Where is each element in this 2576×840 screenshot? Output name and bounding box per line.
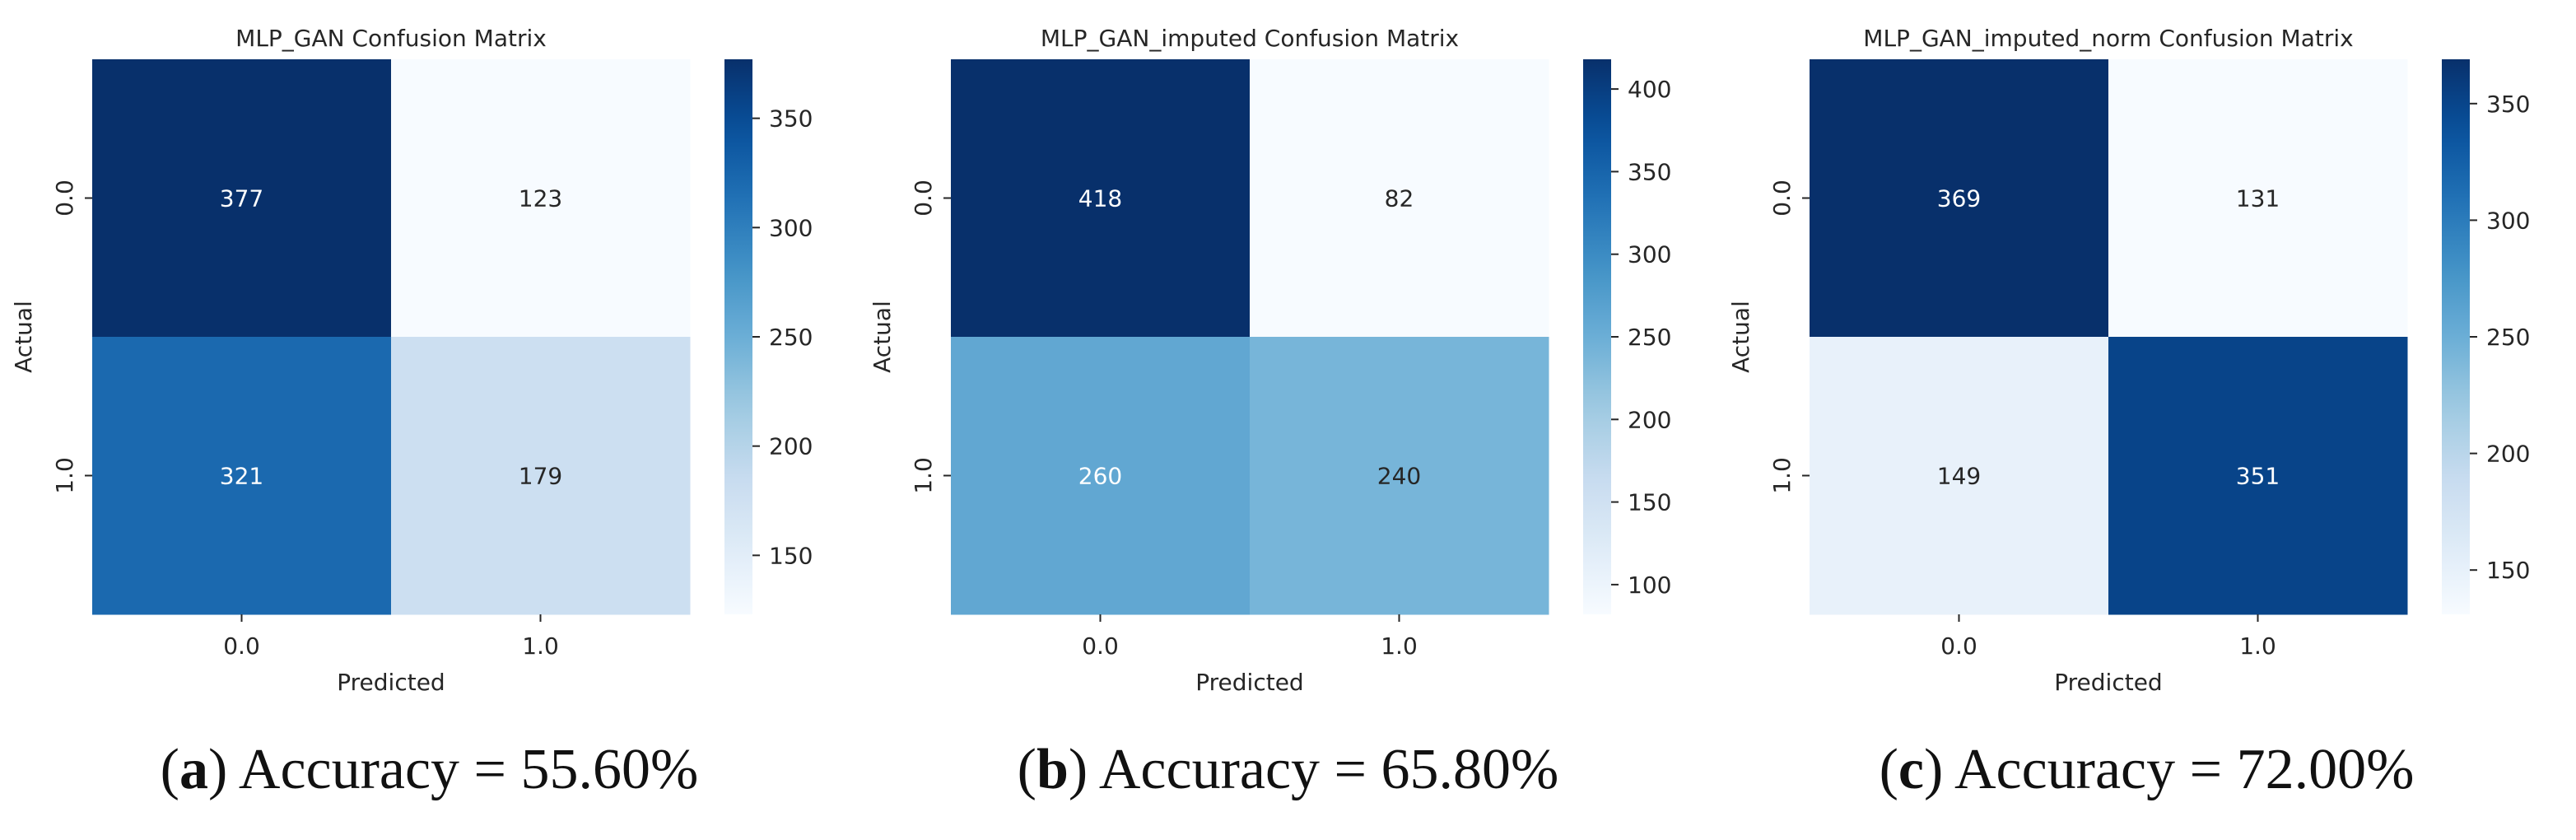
heatmap-cell-a-r1c1 bbox=[391, 337, 691, 615]
colorbar-tick-label-b-0: 100 bbox=[1628, 572, 1671, 599]
x-tick-label-c-0: 0.0 bbox=[1940, 632, 1977, 660]
cell-value-label-b-r1c1: 240 bbox=[1377, 463, 1421, 490]
chart-title-b: MLP_GAN_imputed Confusion Matrix bbox=[1041, 25, 1459, 52]
x-tick-label-a-1: 1.0 bbox=[522, 632, 559, 660]
y-tick-label-b-1: 1.0 bbox=[910, 457, 937, 494]
y-axis-label-b: Actual bbox=[869, 301, 896, 373]
cell-value-label-c-r1c0: 149 bbox=[1937, 463, 1981, 490]
colorbar-tick-label-b-1: 150 bbox=[1628, 489, 1671, 516]
heatmap-chart-b: MLP_GAN_imputed Confusion Matrix 418 82 260… bbox=[869, 25, 1671, 696]
confusion-matrix-panel-a: MLP_GAN Confusion Matrix 377 123 321 179 0.0 1… bbox=[0, 0, 859, 840]
colorbar-tick-label-c-1: 200 bbox=[2486, 441, 2530, 468]
cell-value-label-b-r0c1: 82 bbox=[1385, 185, 1414, 212]
y-axis-label-a: Actual bbox=[10, 301, 37, 373]
y-axis-label-c: Actual bbox=[1727, 301, 1754, 373]
caption-letter-c: c bbox=[1898, 738, 1924, 801]
colorbar-tick-label-b-2: 200 bbox=[1628, 406, 1671, 433]
x-axis-label-b: Predicted bbox=[1195, 669, 1303, 696]
caption-a: (a) Accuracy = 55.60% bbox=[160, 738, 699, 801]
caption-letter-b: b bbox=[1036, 738, 1069, 801]
heatmap-chart-c: MLP_GAN_imputed_norm Confusion Matrix 369… bbox=[1727, 25, 2530, 696]
cell-value-label-c-r0c1: 131 bbox=[2236, 185, 2280, 212]
colorbar-tick-label-a-0: 150 bbox=[769, 542, 813, 569]
colorbar-tick-label-a-3: 300 bbox=[769, 214, 813, 241]
colorbar-tick-label-b-4: 300 bbox=[1628, 241, 1671, 268]
heatmap-cell-a-r1c0 bbox=[92, 337, 392, 615]
cell-value-label-a-r0c1: 123 bbox=[519, 185, 562, 212]
caption-text-c: Accuracy = 72.00% bbox=[1954, 738, 2415, 801]
y-tick-label-b-0: 0.0 bbox=[910, 180, 937, 217]
heatmap-cell-c-r1c0 bbox=[1810, 337, 2109, 615]
cell-value-label-b-r0c0: 418 bbox=[1078, 185, 1122, 212]
caption-text-b: Accuracy = 65.80% bbox=[1098, 738, 1559, 801]
heatmap-cell-b-r0c0 bbox=[951, 59, 1251, 338]
cell-value-label-a-r1c1: 179 bbox=[519, 463, 562, 490]
heatmap-cell-b-r0c1 bbox=[1250, 59, 1549, 338]
x-axis-label-a: Predicted bbox=[337, 669, 445, 696]
heatmap-cell-c-r1c1 bbox=[2108, 337, 2408, 615]
caption-c: (c) Accuracy = 72.00% bbox=[1879, 738, 2415, 801]
colorbar-a bbox=[724, 59, 752, 614]
colorbar-c bbox=[2442, 59, 2470, 614]
caption-b: (b) Accuracy = 65.80% bbox=[1017, 738, 1559, 801]
y-tick-label-c-0: 0.0 bbox=[1768, 180, 1796, 217]
colorbar-tick-label-b-6: 400 bbox=[1628, 76, 1671, 103]
confusion-matrix-panel-c: MLP_GAN_imputed_norm Confusion Matrix 369… bbox=[1717, 0, 2576, 840]
heatmap-cell-b-r1c0 bbox=[951, 337, 1251, 615]
heatmap-cell-a-r0c0 bbox=[92, 59, 392, 338]
x-tick-label-b-1: 1.0 bbox=[1381, 632, 1418, 660]
cell-value-label-a-r0c0: 377 bbox=[220, 185, 263, 212]
cell-value-label-b-r1c0: 260 bbox=[1078, 463, 1122, 490]
chart-title-a: MLP_GAN Confusion Matrix bbox=[235, 25, 547, 52]
cell-value-label-a-r1c0: 321 bbox=[220, 463, 263, 490]
colorbar-tick-label-c-3: 300 bbox=[2486, 207, 2530, 234]
colorbar-tick-label-b-3: 250 bbox=[1628, 324, 1671, 351]
y-tick-label-c-1: 1.0 bbox=[1768, 457, 1796, 494]
heatmap-chart-a: MLP_GAN Confusion Matrix 377 123 321 179 0.0 1… bbox=[10, 25, 813, 696]
colorbar-tick-label-c-2: 250 bbox=[2486, 324, 2530, 351]
colorbar-tick-label-a-2: 250 bbox=[769, 324, 813, 351]
x-axis-label-c: Predicted bbox=[2054, 669, 2162, 696]
chart-title-c: MLP_GAN_imputed_norm Confusion Matrix bbox=[1863, 25, 2353, 52]
caption-text-a: Accuracy = 55.60% bbox=[238, 738, 699, 801]
y-tick-label-a-1: 1.0 bbox=[51, 457, 78, 494]
heatmap-cell-c-r0c1 bbox=[2108, 59, 2408, 338]
colorbar-tick-label-c-0: 150 bbox=[2486, 557, 2530, 584]
colorbar-tick-label-a-1: 200 bbox=[769, 433, 813, 460]
confusion-matrix-panel-b: MLP_GAN_imputed Confusion Matrix 418 82 260… bbox=[859, 0, 1717, 840]
cell-value-label-c-r0c0: 369 bbox=[1937, 185, 1981, 212]
heatmap-cell-c-r0c0 bbox=[1810, 59, 2109, 338]
colorbar-b bbox=[1583, 59, 1611, 614]
y-tick-label-a-0: 0.0 bbox=[51, 180, 78, 217]
heatmap-cell-a-r0c1 bbox=[391, 59, 691, 338]
x-tick-label-a-0: 0.0 bbox=[223, 632, 260, 660]
colorbar-tick-label-b-5: 350 bbox=[1628, 158, 1671, 185]
colorbar-tick-label-c-4: 350 bbox=[2486, 91, 2530, 118]
caption-letter-a: a bbox=[179, 738, 208, 801]
heatmap-cell-b-r1c1 bbox=[1250, 337, 1549, 615]
x-tick-label-b-0: 0.0 bbox=[1082, 632, 1119, 660]
x-tick-label-c-1: 1.0 bbox=[2239, 632, 2276, 660]
cell-value-label-c-r1c1: 351 bbox=[2236, 463, 2280, 490]
colorbar-tick-label-a-4: 350 bbox=[769, 105, 813, 133]
